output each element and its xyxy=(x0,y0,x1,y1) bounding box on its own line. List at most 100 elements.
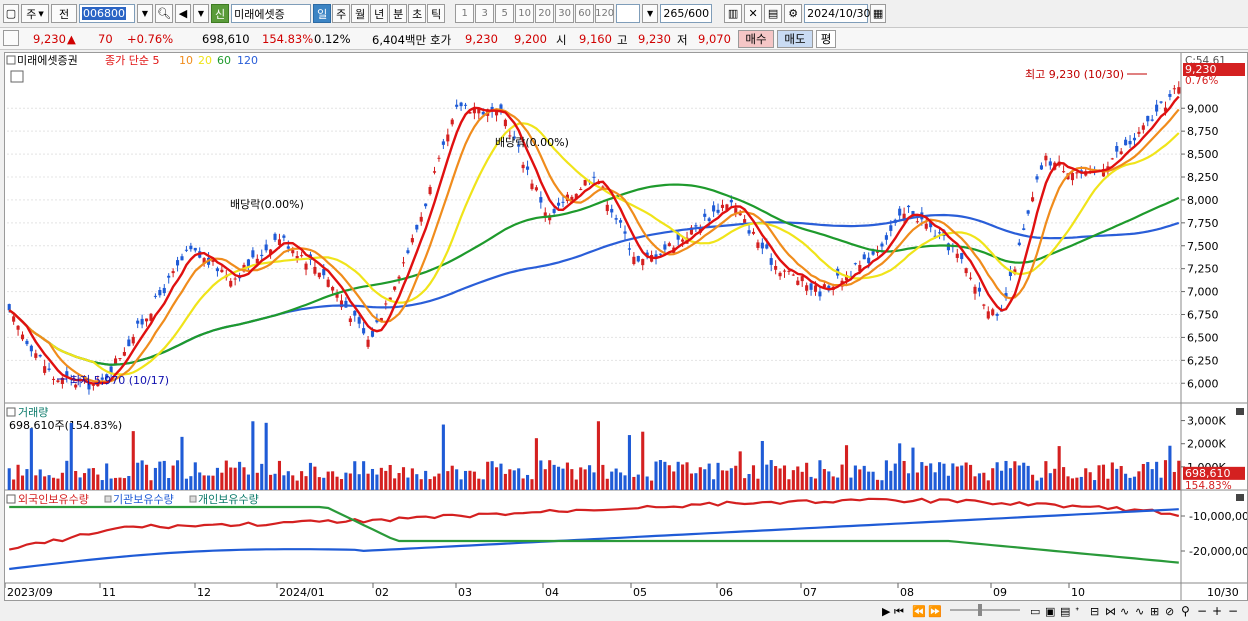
market-select[interactable]: 주 ▼ xyxy=(21,4,49,23)
turnover-rate: 0.12% xyxy=(314,32,351,46)
tool-icon-3[interactable]: ▤ xyxy=(1060,605,1070,618)
first-page-icon[interactable]: ⏮ xyxy=(894,605,904,618)
volume-bar xyxy=(1101,464,1106,490)
volume-bar xyxy=(703,469,707,490)
count-input[interactable]: 265/600 xyxy=(660,4,713,23)
minimize-icon[interactable]: − xyxy=(1228,604,1238,618)
chart-type-icon[interactable]: ▥ xyxy=(724,4,743,23)
tool-icon-8[interactable]: ∿ xyxy=(1135,605,1144,618)
sell-button[interactable]: 매도 xyxy=(777,30,813,48)
save-icon[interactable]: ▤ xyxy=(764,4,783,23)
minute-tab-1[interactable]: 3 xyxy=(475,4,495,23)
candle-body xyxy=(627,248,631,250)
ma60-line xyxy=(8,183,1180,366)
candle-body xyxy=(641,259,645,266)
code-dropdown-icon[interactable]: ▼ xyxy=(137,4,153,23)
volume-bar xyxy=(530,479,534,490)
tool-icon-9[interactable]: ⊞ xyxy=(1150,605,1159,618)
chart-area[interactable]: 6,000 6,250 6,500 6,750 7,000 7,250 7,500 7,750… xyxy=(4,52,1248,601)
avg-button[interactable]: 평 xyxy=(816,30,836,48)
settings-icon[interactable]: ⚙ xyxy=(784,4,803,23)
legend-stock-name: 미래에셋증권 xyxy=(17,54,78,67)
candle-body xyxy=(871,251,875,255)
next-page-icon[interactable]: ⏩ xyxy=(928,605,942,618)
calendar-icon[interactable]: ▦ xyxy=(870,4,887,23)
volume-bar xyxy=(853,465,857,490)
tool-icon-1[interactable]: ▭ xyxy=(1030,605,1040,618)
speaker-dropdown-icon[interactable]: ▼ xyxy=(193,4,209,23)
period-tab-3[interactable]: 년 xyxy=(370,4,389,23)
tool-icon-5[interactable]: ⊟ xyxy=(1090,605,1099,618)
tool-icon-6[interactable]: ⋈ xyxy=(1105,605,1116,618)
volume-bar xyxy=(56,478,60,490)
layout-icon[interactable]: ▢ xyxy=(3,4,19,23)
interval-input[interactable] xyxy=(616,4,641,23)
quote-bar: 9,230 ▲ 70 +0.76% 698,610 154.83% 0.12% … xyxy=(0,28,1248,50)
volume-bar xyxy=(7,468,11,490)
candle-body xyxy=(1022,228,1026,230)
candle-body xyxy=(118,358,122,360)
crosshair-icon[interactable]: ✕ xyxy=(744,4,763,23)
period-tab-0[interactable]: 일 xyxy=(313,4,332,23)
search-icon[interactable]: 🔍︎ xyxy=(155,4,173,23)
volume-bar xyxy=(96,474,100,490)
zoom-in-icon[interactable]: + xyxy=(1212,604,1222,618)
volume-bar xyxy=(1137,471,1141,490)
volume-bar xyxy=(632,476,636,490)
volume-bar xyxy=(712,479,716,490)
stock-code-input[interactable]: 006800 xyxy=(79,4,135,23)
candle-body xyxy=(889,225,893,231)
volume-bar xyxy=(282,475,286,490)
minute-tab-7[interactable]: 120 xyxy=(595,4,614,23)
interval-dropdown-icon[interactable]: ▼ xyxy=(642,4,659,23)
candle-body xyxy=(570,196,574,203)
volume-bar xyxy=(167,478,171,490)
volume-bar xyxy=(636,474,640,490)
period-tab-6[interactable]: 틱 xyxy=(427,4,446,23)
minute-tab-4[interactable]: 20 xyxy=(535,4,555,23)
tool-icon-7[interactable]: ∿ xyxy=(1120,605,1129,618)
volume-bar xyxy=(251,421,255,490)
prev-page-icon[interactable]: ⏪ xyxy=(912,605,926,618)
period-tab-1[interactable]: 주 xyxy=(332,4,351,23)
volume-bar xyxy=(499,463,503,490)
volume-bar xyxy=(207,475,211,490)
x-tick-label: 10/30 xyxy=(1207,586,1239,599)
minute-tab-6[interactable]: 60 xyxy=(575,4,595,23)
volume-bar xyxy=(291,475,295,490)
last-price-marker xyxy=(1183,63,1245,76)
candle-body xyxy=(689,227,694,235)
volume-bar xyxy=(809,476,813,490)
tool-icon-4[interactable]: ᐩ xyxy=(1075,605,1079,618)
tool-icon-2[interactable]: ▣ xyxy=(1045,605,1055,618)
quote-toggle-icon[interactable] xyxy=(3,30,19,46)
period-tab-4[interactable]: 분 xyxy=(389,4,408,23)
minute-tab-2[interactable]: 5 xyxy=(495,4,515,23)
minute-tab-0[interactable]: 1 xyxy=(455,4,475,23)
candle-body xyxy=(747,230,751,234)
prev-button[interactable]: 전 xyxy=(51,4,77,23)
volume-bar xyxy=(1128,477,1132,490)
minute-tab-5[interactable]: 30 xyxy=(555,4,575,23)
tool-icon-10[interactable]: ⊘ xyxy=(1165,605,1174,618)
zoom-slider-handle[interactable] xyxy=(978,604,982,616)
foreign-holding-line xyxy=(8,497,1180,551)
candle-body xyxy=(512,136,516,139)
buy-button[interactable]: 매수 xyxy=(738,30,774,48)
candle-body xyxy=(557,202,561,206)
candle-body xyxy=(703,213,707,217)
volume-bar xyxy=(663,461,667,490)
volume-bar xyxy=(1000,470,1004,490)
zoom-out-icon[interactable]: − xyxy=(1197,604,1207,618)
volume-bar xyxy=(384,470,388,490)
volume-bar xyxy=(455,469,459,490)
zoom-icon[interactable]: ⚲ xyxy=(1181,604,1190,618)
speaker-icon[interactable]: ◀ xyxy=(175,4,191,23)
volume-bar xyxy=(938,462,942,490)
period-tab-2[interactable]: 월 xyxy=(351,4,370,23)
minute-tab-3[interactable]: 10 xyxy=(515,4,535,23)
volume-bar xyxy=(401,467,406,490)
scroll-right-icon[interactable]: ▶ xyxy=(882,605,891,618)
date-input[interactable]: 2024/10/30 xyxy=(804,4,871,23)
period-tab-5[interactable]: 초 xyxy=(408,4,427,23)
